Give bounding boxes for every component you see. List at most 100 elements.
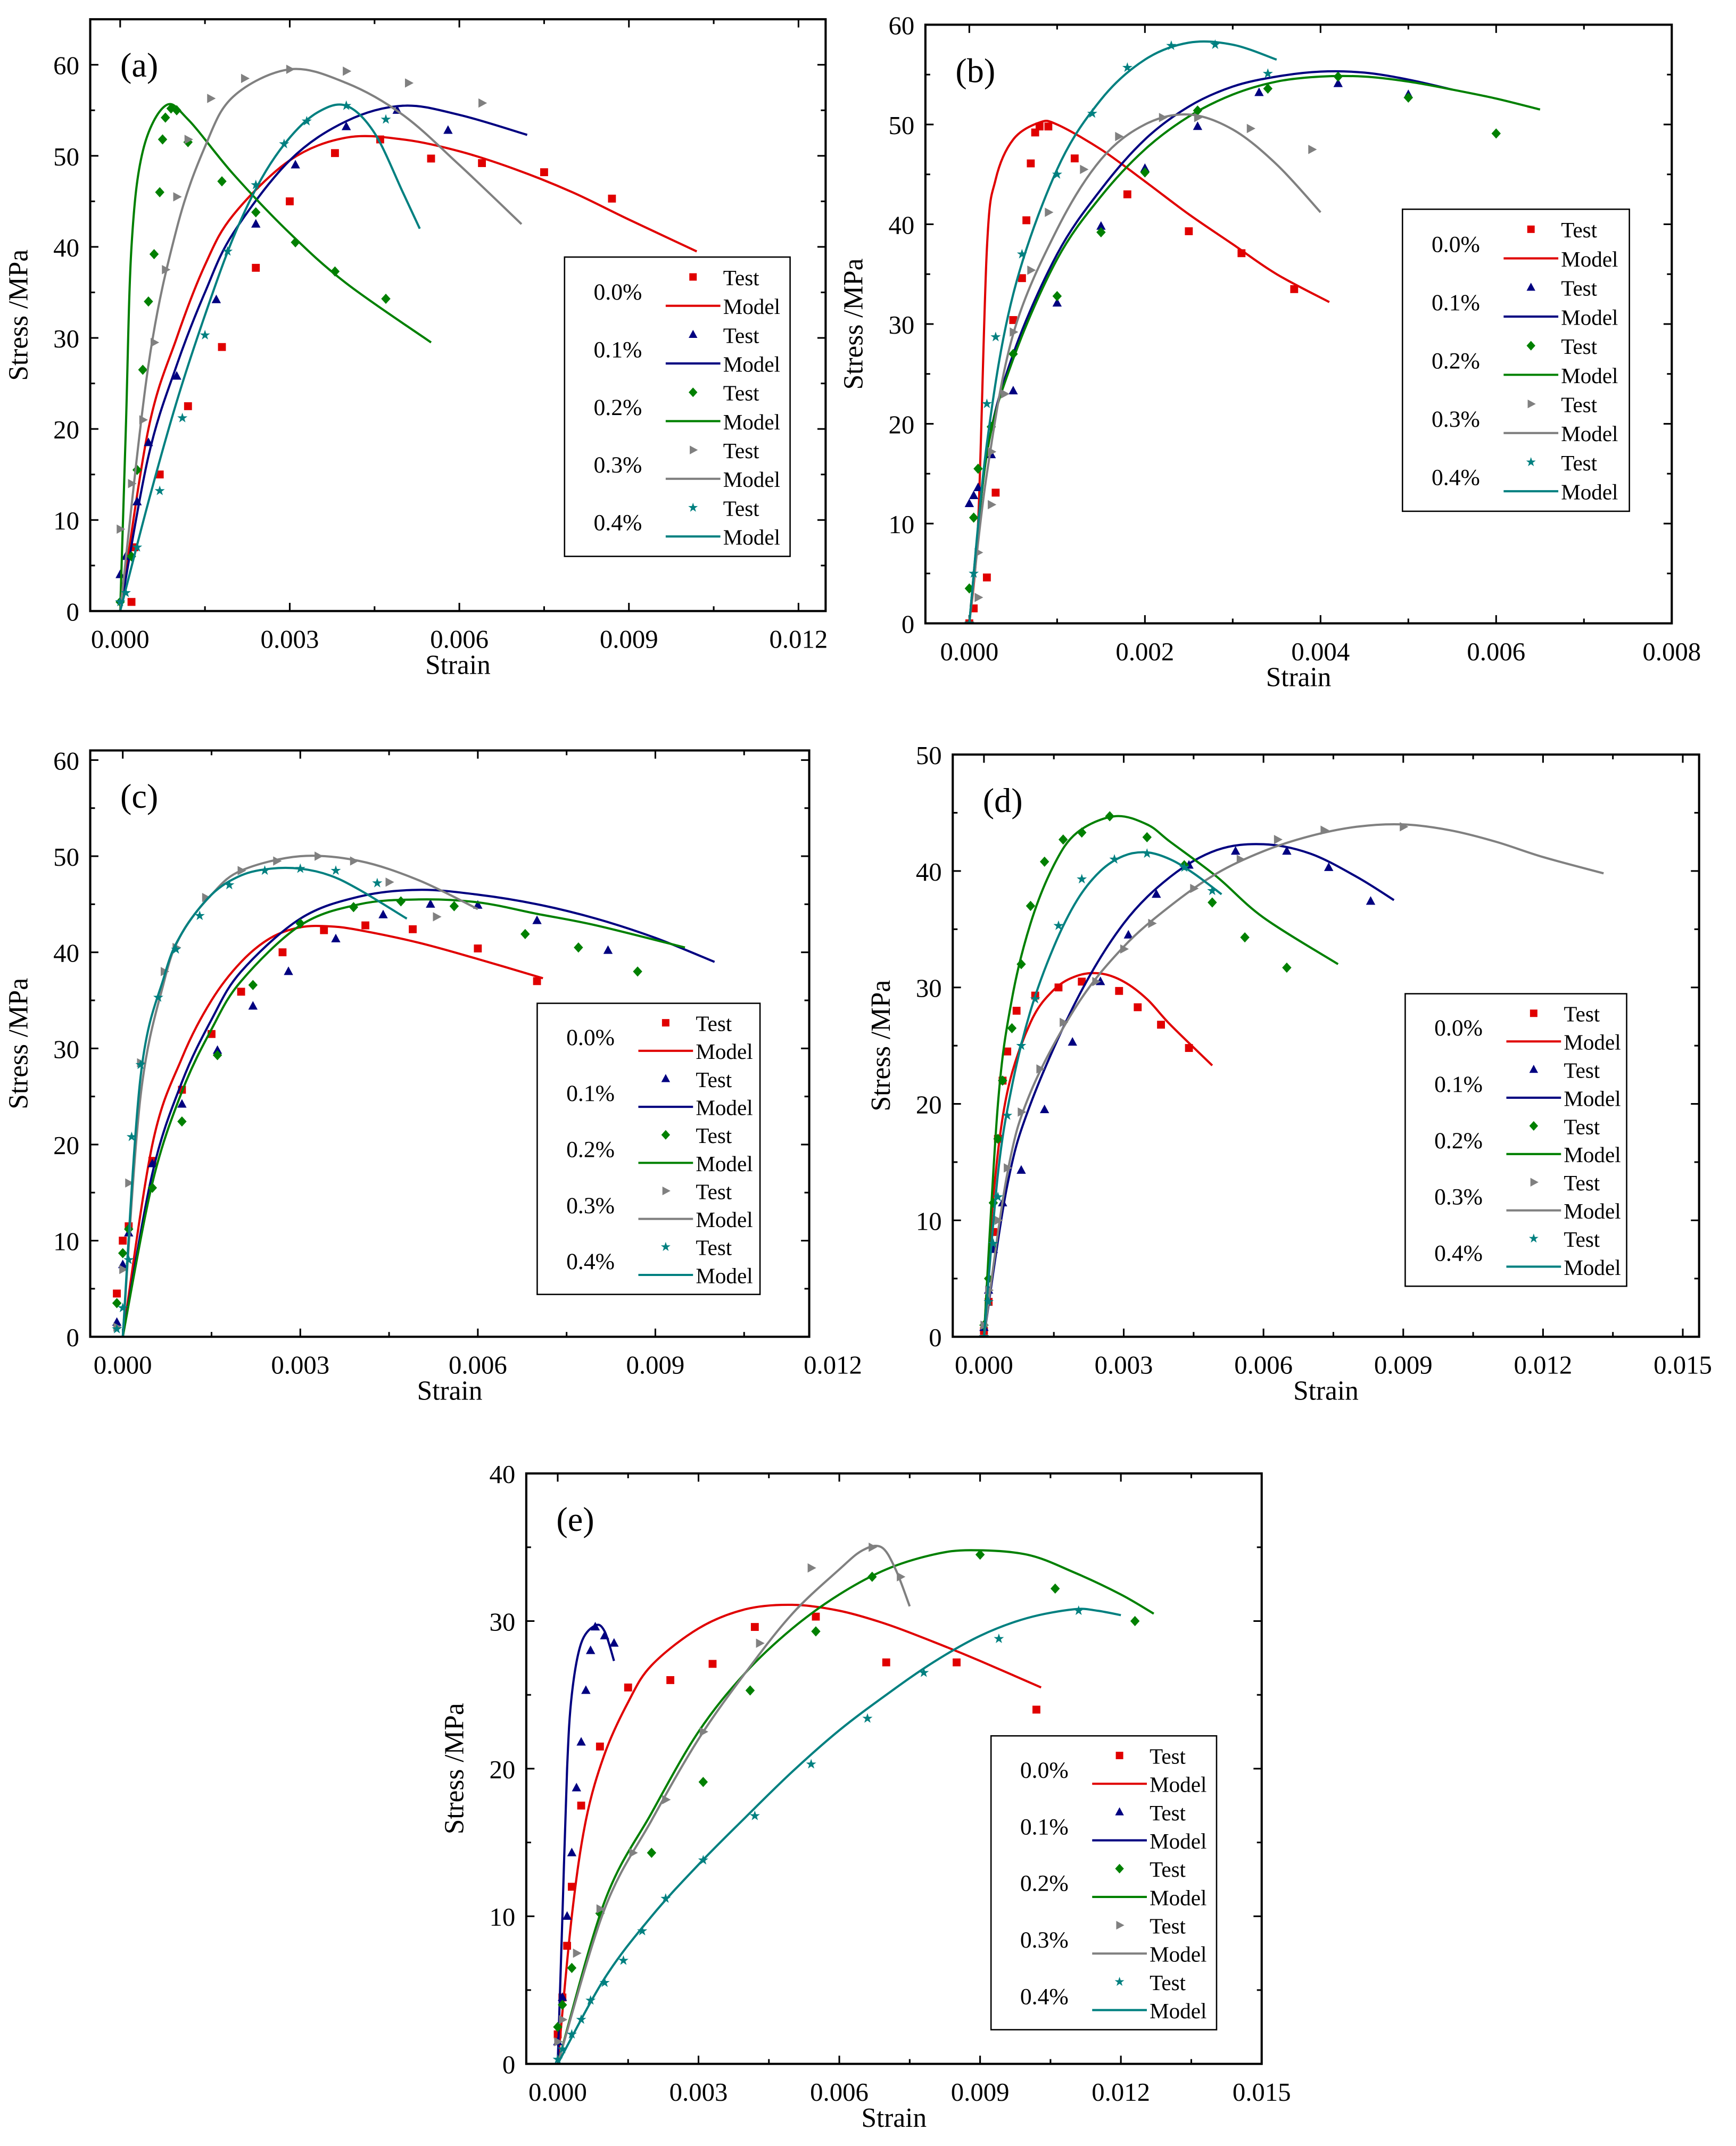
triangle-marker [609, 1638, 619, 1647]
right-triangle-marker [573, 1948, 582, 1958]
right-triangle-marker [662, 1795, 671, 1804]
star-marker [224, 880, 235, 890]
right-triangle-marker [404, 78, 414, 88]
right-triangle-marker [1190, 883, 1199, 893]
right-triangle-marker [662, 1186, 671, 1196]
diamond-marker [144, 296, 153, 307]
diamond-marker [1333, 71, 1343, 82]
model-curve-0.0% [119, 135, 698, 611]
legend-item-0.2%: 0.2% Test Model [566, 1123, 753, 1176]
plot-area [964, 39, 1541, 624]
star-marker [1528, 1233, 1539, 1243]
test-points-0.2% [115, 103, 391, 607]
y-tick-label: 0 [502, 2051, 515, 2079]
square-marker [991, 488, 1000, 497]
test-points-0.1% [964, 78, 1413, 508]
triangle-marker [661, 1074, 671, 1082]
legend-item-0.3%: 0.3% Test Model [1432, 392, 1618, 446]
triangle-marker [689, 329, 698, 338]
square-marker [1070, 154, 1079, 163]
legend-group-label: 0.0% [1020, 1758, 1069, 1783]
model-curve-0.0% [121, 925, 543, 1337]
triangle-marker [1324, 862, 1334, 871]
square-marker [812, 1612, 820, 1621]
right-triangle-marker [1320, 825, 1329, 835]
y-tick-label: 10 [53, 1228, 79, 1256]
star-marker [177, 412, 188, 422]
square-marker [1527, 225, 1535, 233]
y-tick-label: 10 [889, 510, 915, 539]
diamond-marker [633, 966, 642, 977]
star-marker [688, 502, 698, 512]
right-triangle-marker [385, 877, 394, 887]
legend-item-0.0%: 0.0% Test Model [593, 266, 780, 319]
triangle-marker [567, 1847, 577, 1857]
triangle-marker [562, 1911, 572, 1920]
diamond-marker [1491, 128, 1501, 139]
diamond-marker [1008, 349, 1018, 359]
right-triangle-marker [699, 1727, 708, 1737]
legend-group-label: 0.3% [1434, 1184, 1483, 1210]
y-axis-title: Stress /MPa [3, 250, 34, 381]
square-marker [563, 1942, 572, 1950]
x-tick-label: 0.006 [430, 625, 489, 654]
right-triangle-marker [1530, 1178, 1539, 1187]
legend-item-0.4%: 0.4% Test Model [1434, 1227, 1621, 1280]
legend-group-label: 0.1% [1432, 290, 1480, 316]
diamond-marker [1105, 811, 1114, 822]
legend-model-label: Model [1150, 1829, 1206, 1853]
legend-group-label: 0.2% [566, 1137, 615, 1162]
triangle-marker [1366, 896, 1376, 905]
test-points-0.2% [979, 811, 1292, 1330]
right-triangle-marker [1115, 131, 1124, 142]
right-triangle-marker [128, 479, 137, 488]
legend-group-label: 0.3% [593, 452, 642, 478]
star-marker [1016, 248, 1027, 259]
diamond-marker [1058, 834, 1068, 845]
y-tick-label: 30 [53, 325, 79, 353]
legend-group-label: 0.2% [1434, 1128, 1483, 1154]
star-marker [381, 114, 391, 124]
legend-group-label: 0.0% [1432, 232, 1480, 258]
diamond-marker [177, 1116, 187, 1127]
star-marker [964, 618, 974, 624]
x-tick-label: 0.000 [528, 2078, 587, 2107]
star-marker [969, 568, 979, 578]
diamond-marker [567, 1962, 577, 1973]
legend-item-0.2%: 0.2% Test Model [1020, 1857, 1206, 1910]
triangle-marker [1123, 930, 1134, 939]
right-triangle-marker [1045, 208, 1054, 217]
star-marker [1016, 1040, 1027, 1050]
right-triangle-marker [1080, 164, 1089, 175]
legend-test-label: Test [1150, 1801, 1186, 1825]
right-triangle-marker [286, 64, 295, 74]
diamond-marker [1050, 1583, 1060, 1594]
y-tick-label: 0 [929, 1323, 941, 1352]
star-marker [200, 329, 210, 340]
legend-test-label: Test [1561, 276, 1597, 301]
triangle-marker [378, 909, 388, 918]
square-marker [540, 168, 548, 177]
star-marker [301, 115, 312, 126]
star-marker [1077, 874, 1087, 884]
x-tick-label: 0.015 [1233, 2078, 1291, 2107]
legend-item-0.3%: 0.3% Test Model [566, 1179, 753, 1232]
legend-group-label: 0.4% [566, 1249, 615, 1274]
diamond-marker [1263, 83, 1273, 94]
star-marker [990, 332, 1001, 342]
star-marker [259, 865, 270, 875]
diamond-marker [349, 902, 359, 913]
diamond-marker [248, 980, 258, 990]
triangle-marker [1008, 385, 1018, 395]
right-triangle-marker [897, 1572, 906, 1581]
diamond-marker [745, 1685, 755, 1696]
legend-group-label: 0.4% [1434, 1240, 1483, 1266]
model-curve-0.3% [119, 68, 523, 611]
star-marker [585, 1995, 596, 2005]
right-triangle-marker [1027, 265, 1036, 275]
model-curve-0.1% [119, 104, 528, 611]
legend-test-label: Test [1150, 1914, 1186, 1938]
legend-model-label: Model [1150, 1772, 1206, 1797]
right-triangle-marker [173, 192, 182, 202]
right-triangle-marker [478, 98, 487, 108]
